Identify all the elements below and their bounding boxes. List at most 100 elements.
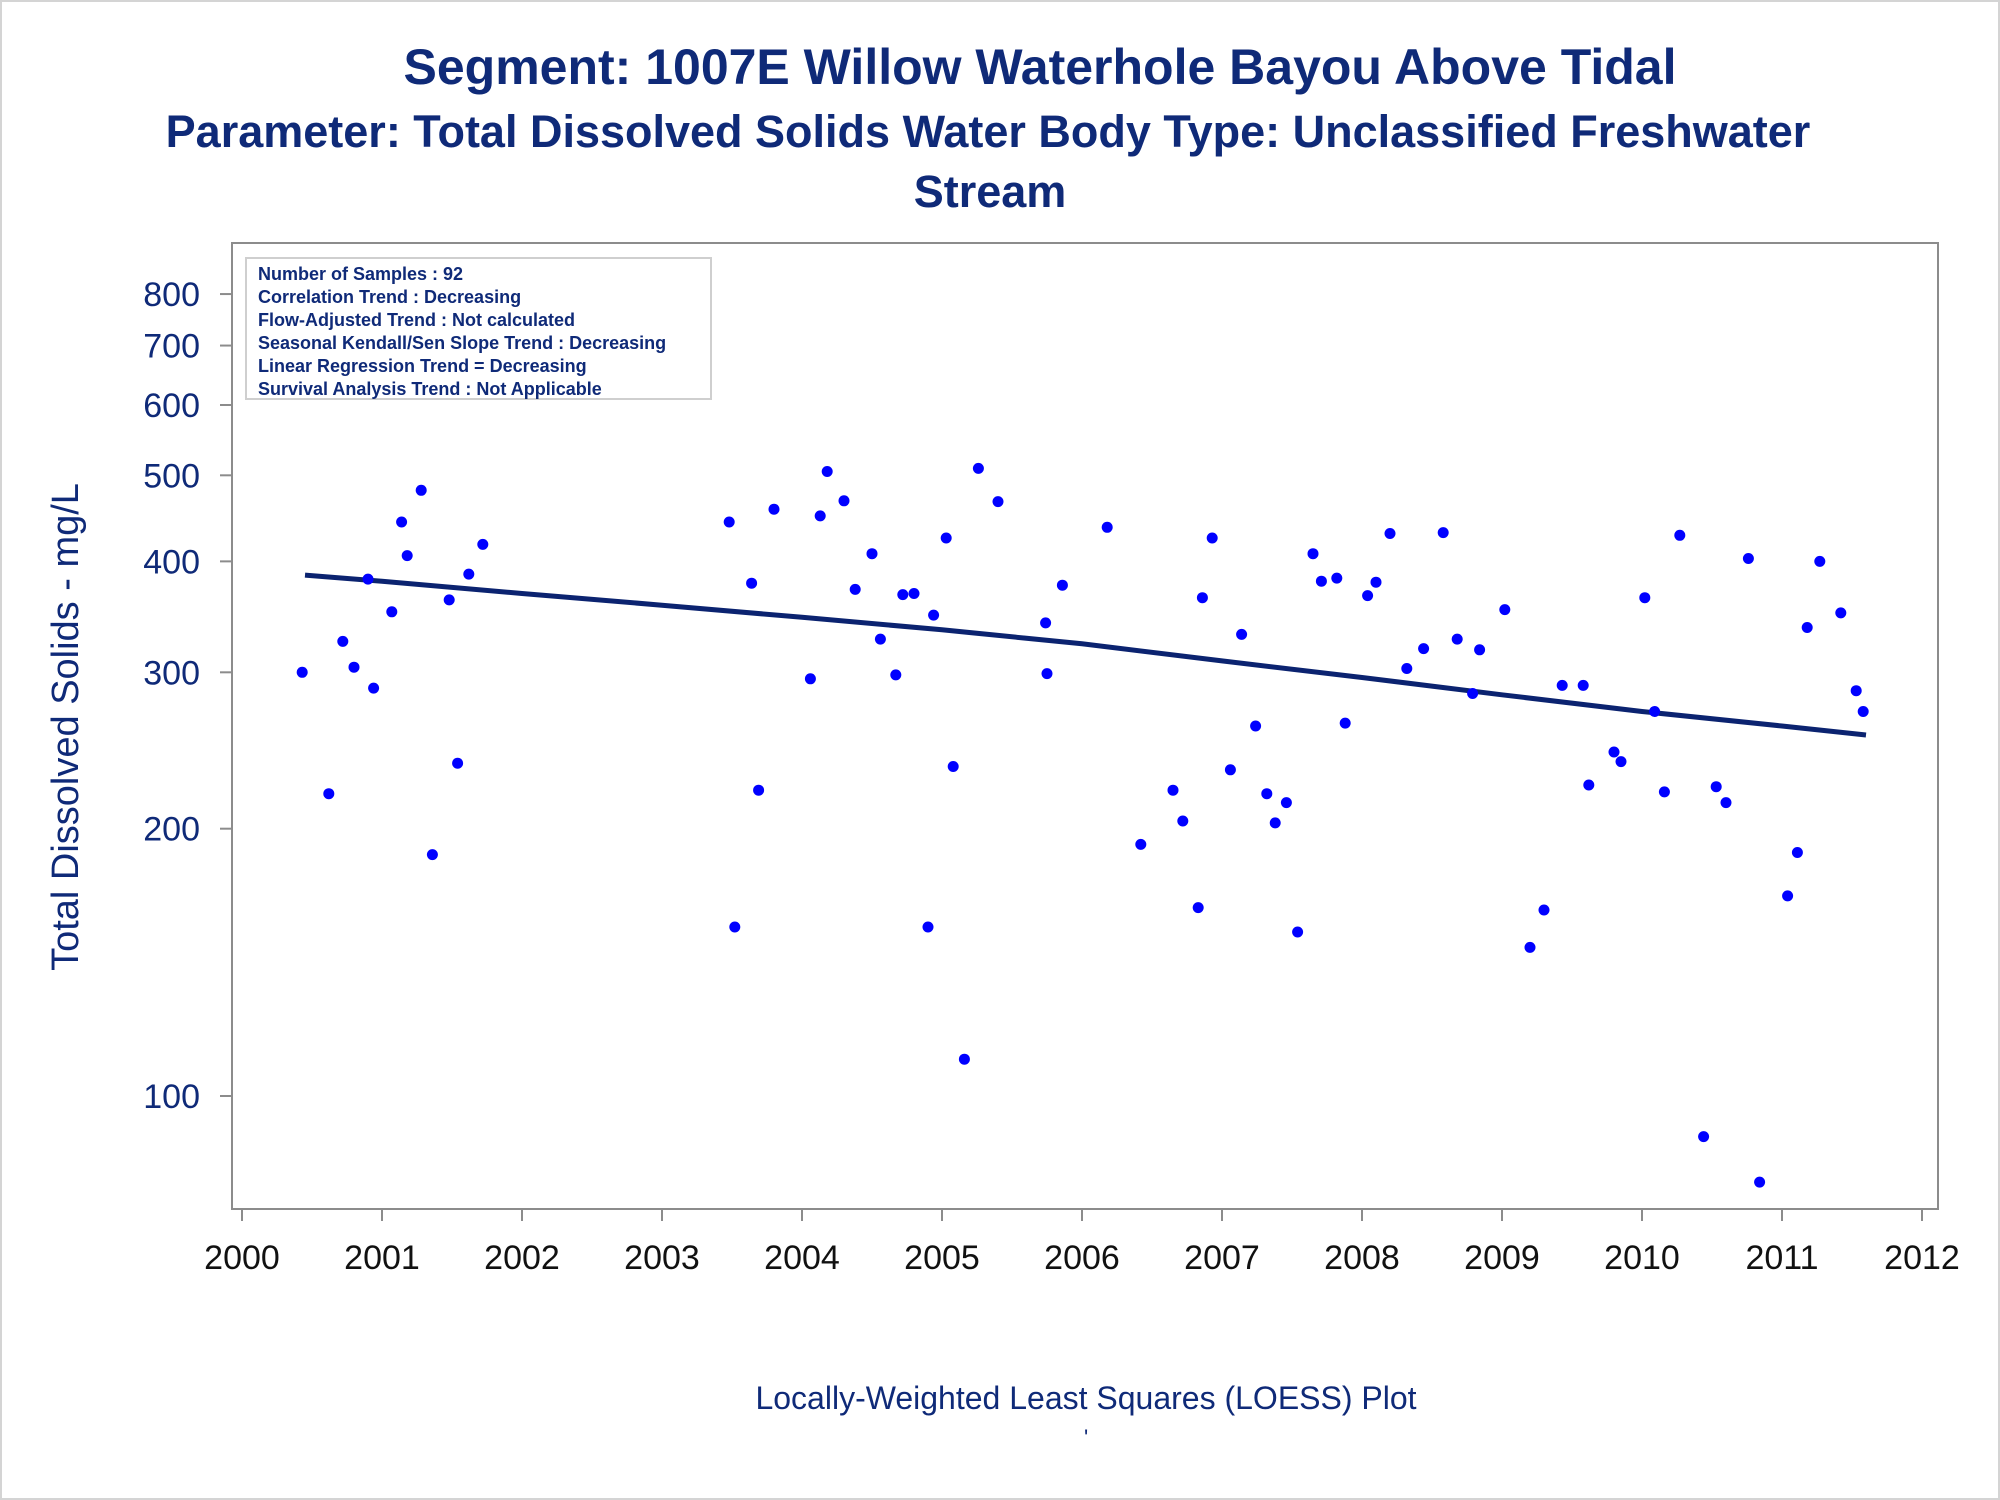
data-point <box>1192 902 1204 914</box>
data-point <box>1835 607 1847 619</box>
y-tick-label: 700 <box>143 328 200 366</box>
data-point <box>477 538 489 550</box>
data-point <box>1177 815 1189 827</box>
data-point <box>1261 788 1273 800</box>
x-tick-label: 2007 <box>1184 1239 1260 1277</box>
data-point <box>1362 590 1374 602</box>
data-point <box>1556 679 1568 691</box>
data-point <box>958 1053 970 1065</box>
data-point <box>940 532 952 544</box>
data-point <box>866 548 878 560</box>
data-point <box>1135 838 1147 850</box>
data-point <box>922 921 934 933</box>
data-point <box>452 757 464 769</box>
data-point <box>1236 628 1248 640</box>
legend-entry: Flow-Adjusted Trend : Not calculated <box>258 310 575 330</box>
data-point <box>1196 592 1208 604</box>
data-point <box>1056 579 1068 591</box>
data-point <box>1467 688 1479 699</box>
data-point <box>1250 720 1262 732</box>
data-point <box>1418 643 1430 655</box>
data-point <box>849 583 861 595</box>
y-tick-label: 500 <box>143 457 200 495</box>
data-point <box>897 589 909 601</box>
x-tick-label: 2009 <box>1464 1239 1540 1277</box>
legend-entry: Survival Analysis Trend : Not Applicable <box>258 379 602 399</box>
data-point <box>1754 1176 1766 1188</box>
y-tick-label: 300 <box>143 654 200 692</box>
data-point <box>1224 764 1236 776</box>
data-point <box>1401 663 1413 674</box>
data-point <box>1437 527 1449 539</box>
x-tick-label: 2006 <box>1044 1239 1120 1277</box>
y-tick-label: 800 <box>143 276 200 314</box>
data-point <box>1649 706 1661 717</box>
data-point <box>1850 685 1862 697</box>
data-point <box>804 673 816 685</box>
legend-entry: Number of Samples : 92 <box>258 264 463 284</box>
chart-title-parameter: Parameter: Total Dissolved Solids Water … <box>165 106 1811 157</box>
data-point <box>1384 528 1396 539</box>
data-point <box>1583 779 1595 791</box>
data-point <box>768 503 780 515</box>
x-tick-label: 2005 <box>904 1239 980 1277</box>
y-axis-label: Total Dissolved Solids - mg/L <box>45 483 87 971</box>
data-point <box>463 568 475 580</box>
x-tick-label: 2011 <box>1745 1239 1818 1277</box>
data-point <box>874 633 886 645</box>
y-tick-label: 200 <box>143 811 200 849</box>
legend-entry: Linear Regression Trend = Decreasing <box>258 356 587 376</box>
data-point <box>1101 521 1113 533</box>
data-point <box>1801 622 1813 633</box>
data-point <box>401 550 413 562</box>
data-point <box>1577 679 1589 691</box>
data-point <box>1307 548 1319 560</box>
legend-box <box>245 257 712 400</box>
data-point <box>1370 576 1382 588</box>
data-point <box>1474 644 1486 656</box>
x-tick-label: 2002 <box>484 1239 560 1277</box>
x-tick-label: 2000 <box>204 1239 280 1277</box>
data-point <box>1040 617 1052 629</box>
data-point <box>1451 633 1463 645</box>
data-point <box>1524 941 1536 953</box>
data-point <box>1857 706 1869 717</box>
data-point <box>1280 797 1292 809</box>
data-point <box>368 682 380 694</box>
data-point <box>814 510 826 522</box>
data-point <box>908 588 920 599</box>
data-point <box>753 784 765 796</box>
data-point <box>1639 592 1651 604</box>
data-point <box>890 669 902 681</box>
footnote-loess-plot: Locally-Weighted Least Squares (LOESS) P… <box>755 1380 1417 1416</box>
y-tick-label: 600 <box>143 387 200 425</box>
data-point <box>443 594 455 606</box>
data-point <box>928 609 940 621</box>
data-point <box>1331 572 1343 584</box>
data-point <box>1782 890 1794 902</box>
data-point <box>1167 784 1179 796</box>
data-point <box>992 496 1004 508</box>
data-point <box>972 462 984 474</box>
data-point <box>1658 786 1670 798</box>
data-point <box>1720 797 1732 809</box>
data-point <box>426 849 438 861</box>
data-point <box>1269 817 1281 829</box>
data-point <box>348 661 360 673</box>
data-point <box>1698 1131 1710 1143</box>
data-point <box>396 516 408 528</box>
data-point <box>323 788 335 800</box>
legend-entry: Seasonal Kendall/Sen Slope Trend : Decre… <box>258 333 666 353</box>
x-tick-label: 2003 <box>624 1239 700 1277</box>
data-point <box>1814 555 1826 567</box>
x-tick-label: 2004 <box>764 1239 840 1277</box>
data-point <box>296 666 308 678</box>
chart-title-parameter-continued: Stream <box>913 166 1067 217</box>
data-point <box>1292 926 1304 938</box>
plot-area <box>231 242 1939 1210</box>
data-point <box>947 761 959 772</box>
legend-entry: Correlation Trend : Decreasing <box>258 287 521 307</box>
data-point <box>1615 756 1627 768</box>
